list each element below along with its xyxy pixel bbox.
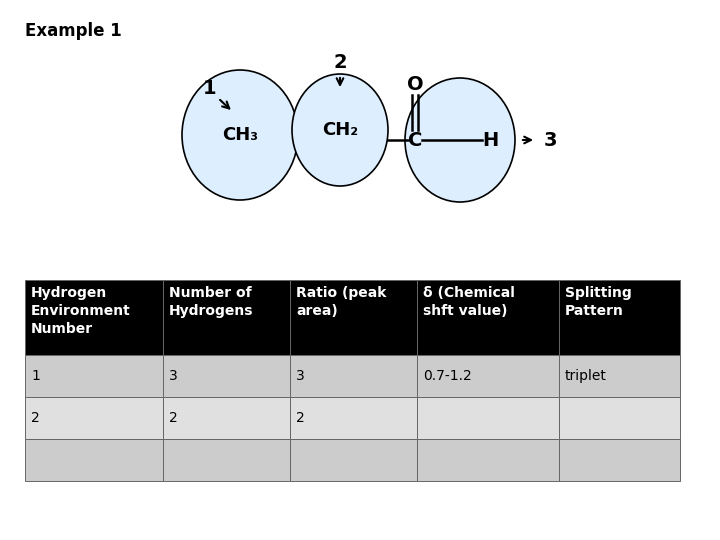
Text: 3: 3: [296, 369, 305, 383]
Bar: [417, 439, 559, 481]
Bar: [163, 439, 290, 481]
Text: Example 1: Example 1: [25, 22, 122, 40]
Bar: [290, 280, 417, 355]
Text: CH₃: CH₃: [222, 126, 258, 144]
Bar: [25, 439, 163, 481]
Bar: [25, 397, 163, 439]
Ellipse shape: [182, 70, 298, 200]
Bar: [417, 355, 559, 397]
Text: H: H: [482, 131, 498, 150]
Text: CH₂: CH₂: [322, 121, 358, 139]
Text: 2: 2: [169, 411, 178, 425]
Bar: [290, 397, 417, 439]
Text: 1: 1: [203, 78, 217, 98]
Text: Number of
Hydrogens: Number of Hydrogens: [169, 286, 253, 318]
Text: 0.7-1.2: 0.7-1.2: [423, 369, 472, 383]
Bar: [559, 355, 680, 397]
Text: Splitting
Pattern: Splitting Pattern: [565, 286, 631, 318]
Bar: [559, 439, 680, 481]
Text: 3: 3: [169, 369, 178, 383]
Text: C: C: [408, 131, 422, 150]
Text: 3: 3: [544, 131, 557, 150]
Bar: [25, 280, 163, 355]
Text: O: O: [407, 76, 423, 94]
Bar: [290, 355, 417, 397]
Bar: [163, 280, 290, 355]
Bar: [25, 355, 163, 397]
Bar: [163, 355, 290, 397]
Text: 2: 2: [333, 53, 347, 72]
Text: δ (Chemical
shft value): δ (Chemical shft value): [423, 286, 515, 318]
Bar: [163, 397, 290, 439]
Bar: [559, 280, 680, 355]
Bar: [290, 439, 417, 481]
Text: Ratio (peak
area): Ratio (peak area): [296, 286, 387, 318]
Ellipse shape: [405, 78, 515, 202]
Text: triplet: triplet: [565, 369, 607, 383]
Text: 2: 2: [31, 411, 40, 425]
Text: Hydrogen
Environment
Number: Hydrogen Environment Number: [31, 286, 131, 336]
Text: 1: 1: [31, 369, 40, 383]
Bar: [417, 280, 559, 355]
Ellipse shape: [292, 74, 388, 186]
Bar: [559, 397, 680, 439]
Text: 2: 2: [296, 411, 305, 425]
Bar: [417, 397, 559, 439]
